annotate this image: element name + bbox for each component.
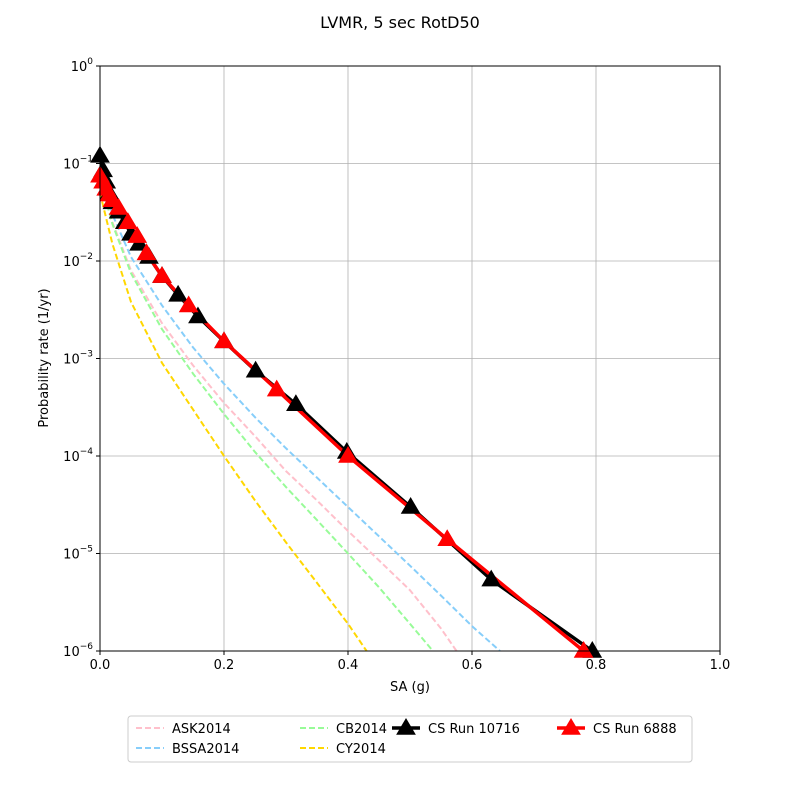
series-marker-cs-run-10716 [400, 496, 421, 514]
series-line-ask2014 [100, 178, 458, 651]
series-marker-cs-run-6888 [108, 197, 129, 215]
legend-label-cb2014: CB2014 [336, 722, 387, 737]
x-tick-label: 0.0 [90, 658, 111, 673]
series-line-cy2014 [100, 192, 368, 651]
series-marker-cs-run-6888 [437, 529, 458, 547]
series-marker-cs-run-6888 [152, 266, 172, 283]
series-line-cs-run-10716 [100, 155, 594, 651]
y-tick-label: 10−1 [63, 155, 93, 173]
x-tick-label: 1.0 [710, 658, 731, 673]
series-marker-cs-run-10716 [286, 394, 306, 411]
legend-label-bssa2014: BSSA2014 [172, 742, 239, 757]
y-tick-label: 10−6 [63, 642, 93, 660]
x-tick-label: 0.8 [586, 658, 607, 673]
y-axis-label: Probability rate (1/yr) [37, 288, 52, 427]
y-tick-label: 10−3 [63, 350, 93, 368]
series-marker-cs-run-10716 [245, 360, 266, 378]
y-axis-ticks: 10−6 10−5 10−4 10−3 10−2 10−1 100 [63, 57, 100, 660]
series-line-bssa2014 [100, 172, 501, 651]
series-line-cb2014 [100, 178, 434, 651]
series-marker-cs-run-6888 [118, 212, 138, 230]
y-tick-label: 100 [71, 57, 94, 75]
series-marker-cs-run-6888 [178, 295, 199, 313]
series-marker-cs-run-6888 [127, 226, 148, 243]
series-marker-cs-run-6888 [573, 641, 594, 658]
series-marker-cs-run-6888 [338, 446, 358, 463]
series-marker-cs-run-6888 [266, 379, 287, 397]
legend-label-ask2014: ASK2014 [172, 722, 231, 737]
series-marker-cs-run-10716 [168, 284, 188, 302]
y-tick-label: 10−4 [63, 447, 93, 465]
series-layer [100, 155, 594, 651]
legend: ASK2014 BSSA2014 CB2014 CY2014 CS Run 10716 C… [127, 715, 693, 763]
x-tick-label: 0.2 [214, 658, 235, 673]
series-marker-cs-run-10716 [188, 306, 208, 324]
grid [99, 65, 721, 652]
series-line-cs-run-6888 [100, 174, 585, 651]
y-tick-label: 10−5 [63, 545, 93, 563]
legend-marker-cs-run-6888 [561, 718, 581, 735]
x-axis-ticks: 0.0 0.2 0.4 0.6 0.8 1.0 [90, 651, 731, 673]
x-tick-label: 0.4 [338, 658, 359, 673]
legend-label-cs-run-6888: CS Run 6888 [593, 722, 677, 737]
legend-marker-cs-run-10716 [396, 718, 416, 735]
legend-label-cy2014: CY2014 [336, 742, 386, 757]
chart-title: LVMR, 5 sec RotD50 [320, 13, 480, 32]
series-marker-cs-run-10716 [481, 569, 502, 587]
legend-frame [127, 715, 693, 763]
legend-label-cs-run-10716: CS Run 10716 [428, 722, 520, 737]
series-marker-cs-run-6888 [214, 331, 234, 349]
y-tick-label: 10−2 [63, 252, 93, 270]
series-marker-cs-run-6888 [136, 243, 157, 261]
marker-layer [90, 145, 603, 658]
x-tick-label: 0.6 [462, 658, 483, 673]
x-axis-label: SA (g) [390, 680, 430, 695]
